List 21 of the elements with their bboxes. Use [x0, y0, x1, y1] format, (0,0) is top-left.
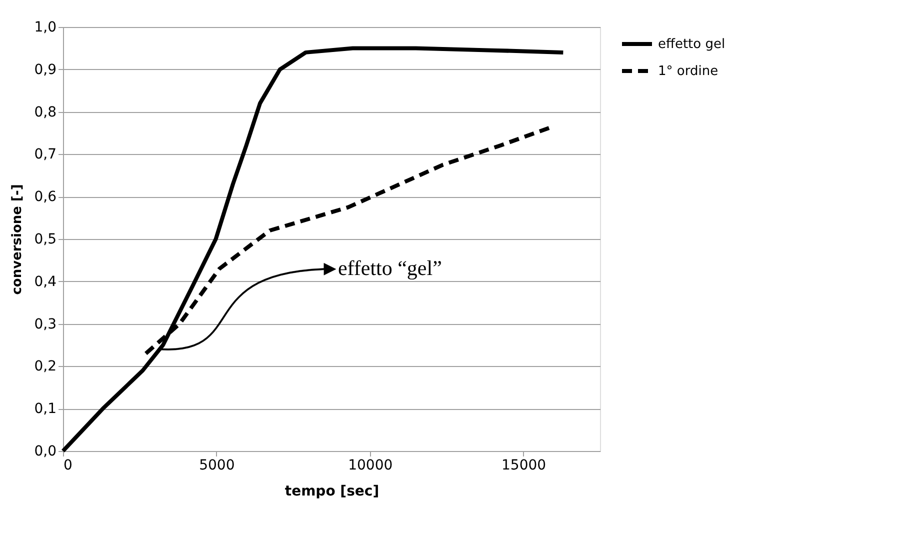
y-tick-label: 0,9: [34, 62, 56, 78]
y-tick-label: 0,1: [34, 401, 56, 418]
annotation: effetto “gel”: [338, 256, 442, 280]
x-tick-label: 0: [64, 458, 72, 474]
x-axis-title: tempo [sec]: [284, 484, 380, 500]
y-tick-label: 0,4: [34, 274, 57, 290]
legend-label: 1° ordine: [658, 64, 718, 79]
line-series: [61, 46, 566, 453]
y-tick-label: 0,0: [34, 444, 56, 460]
y-tick-label: 0,3: [34, 316, 56, 332]
legend-label: effetto gel: [658, 37, 726, 52]
y-axis-title: conversione [-]: [10, 184, 26, 295]
y-tick-label: 0,8: [34, 104, 56, 120]
y-tick-label: 0,6: [34, 189, 57, 206]
x-tick-label: 5000: [199, 458, 235, 474]
y-tick-label: 0,2: [34, 358, 56, 375]
y-tick-label: 0,5: [34, 232, 56, 248]
y-tick-label: 1,0: [34, 20, 56, 36]
y-tick-label: 0,7: [34, 146, 56, 163]
x-tick-label: 10000: [348, 458, 393, 474]
x-tick-label: 15000: [502, 458, 546, 474]
